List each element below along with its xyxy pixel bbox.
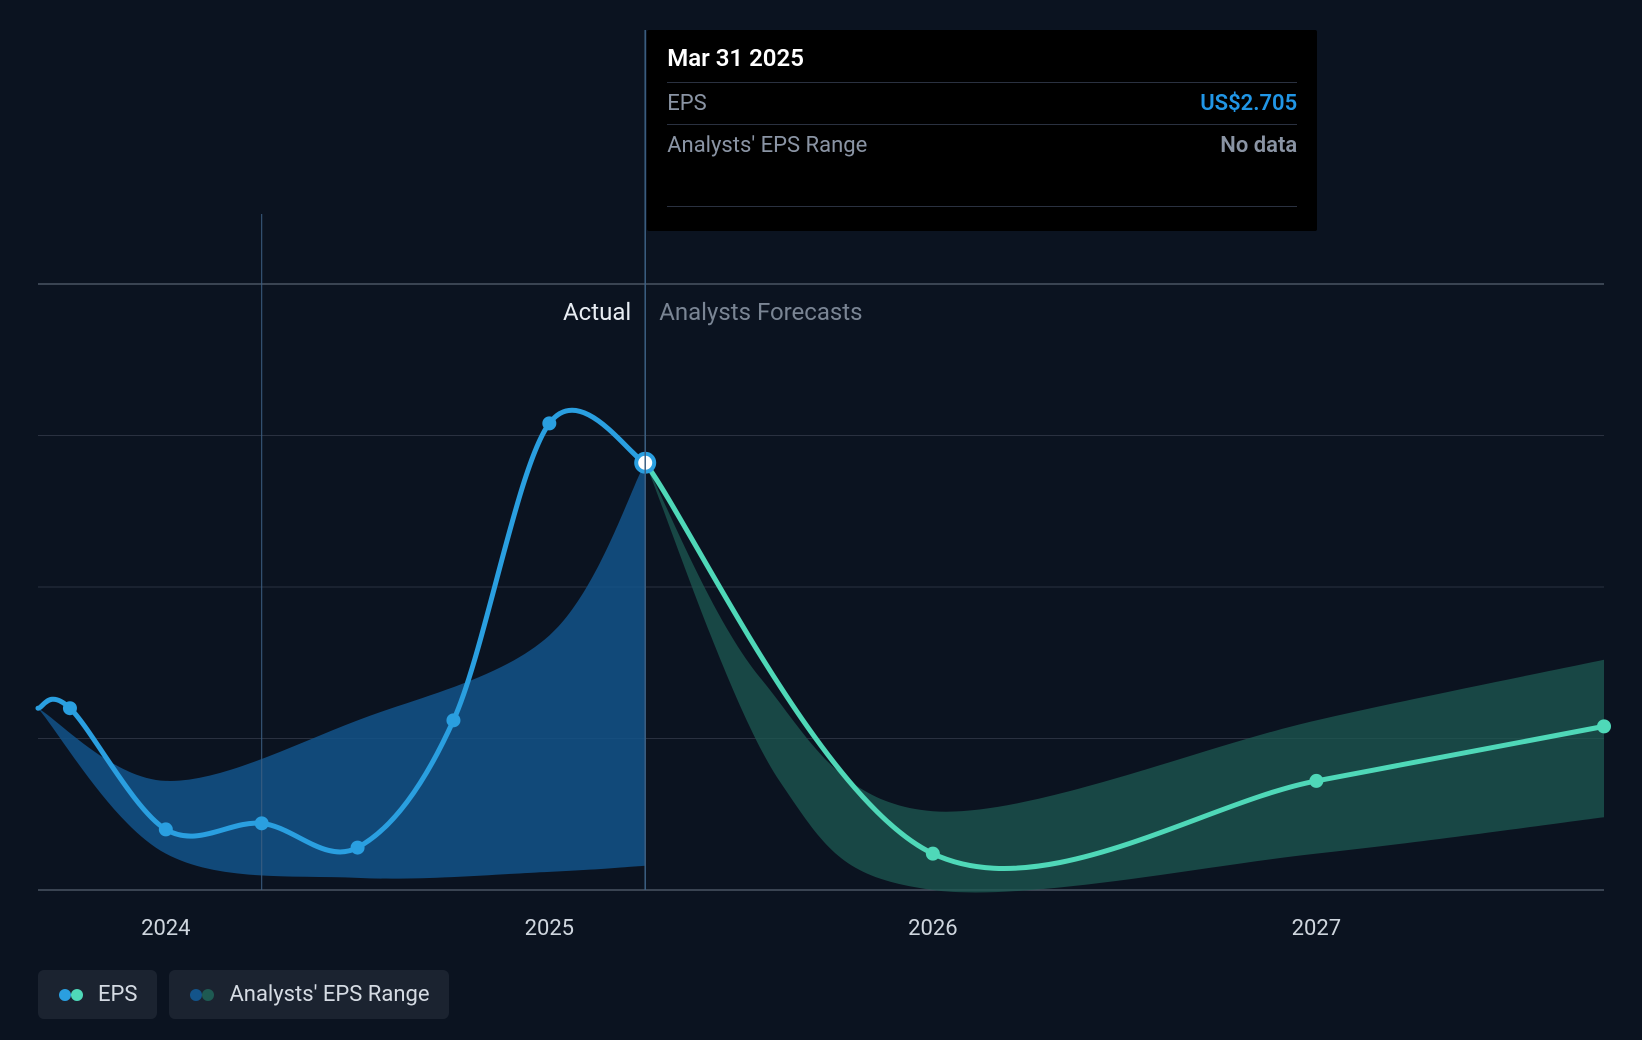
region-label-forecast: Analysts Forecasts — [659, 298, 862, 326]
legend-swatch-range — [189, 988, 217, 1002]
legend-item-range[interactable]: Analysts' EPS Range — [169, 970, 449, 1019]
x-tick-label: 2024 — [141, 916, 190, 941]
tooltip-row-key: EPS — [667, 91, 706, 116]
chart-tooltip: Mar 31 2025 EPS US$2.705 Analysts' EPS Ran… — [647, 30, 1317, 231]
legend-label-range: Analysts' EPS Range — [229, 982, 429, 1007]
tooltip-row: Analysts' EPS Range No data — [667, 124, 1297, 166]
chart-legend: EPS Analysts' EPS Range — [38, 970, 449, 1019]
legend-item-eps[interactable]: EPS — [38, 970, 157, 1019]
x-tick-label: 2026 — [908, 916, 957, 941]
tooltip-date: Mar 31 2025 — [667, 44, 1297, 82]
legend-swatch-eps — [58, 988, 86, 1002]
tooltip-row-key: Analysts' EPS Range — [667, 133, 867, 158]
tooltip-row: EPS US$2.705 — [667, 82, 1297, 124]
legend-label-eps: EPS — [98, 982, 137, 1007]
tooltip-row-value: No data — [1220, 133, 1297, 158]
x-tick-label: 2027 — [1292, 916, 1341, 941]
eps-chart: 2024 2025 2026 2027 Actual Analysts Forecas… — [0, 0, 1642, 1040]
tooltip-row-value: US$2.705 — [1200, 91, 1297, 116]
region-label-actual: Actual — [563, 298, 631, 326]
x-tick-label: 2025 — [525, 916, 574, 941]
